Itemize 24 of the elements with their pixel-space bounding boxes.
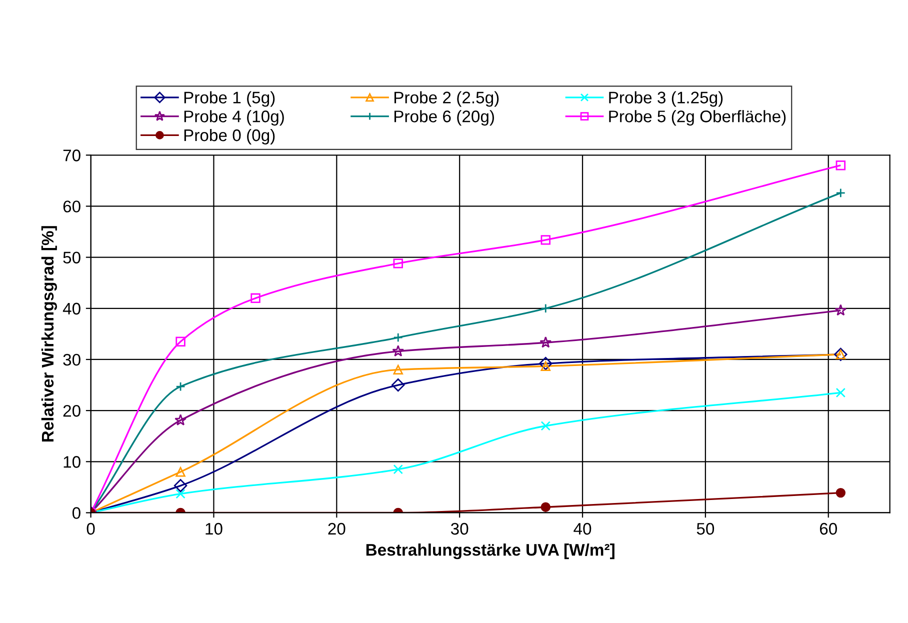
x-tick-label: 30 — [450, 522, 468, 535]
y-axis-title: Relativer Wirkungsgrad [%] — [41, 226, 57, 442]
y-tick-label: 0 — [72, 507, 80, 519]
x-tick-label: 40 — [574, 522, 592, 535]
legend-label: Probe 5 (2g Oberfläche) — [609, 110, 786, 126]
y-tick-label: 70 — [63, 150, 80, 162]
x-tick-label: 50 — [696, 522, 714, 535]
y-tick-label: 20 — [63, 404, 80, 417]
legend-label: Probe 4 (10g) — [184, 110, 284, 126]
x-tick-label: 60 — [820, 522, 837, 535]
y-tick-label: 50 — [63, 252, 80, 264]
x-tick-label: 20 — [328, 522, 346, 535]
y-tick-label: 10 — [64, 456, 80, 468]
y-tick-label: 30 — [63, 354, 80, 366]
legend-label: Probe 1 (5g) — [184, 91, 275, 107]
y-tick-label: 40 — [62, 302, 80, 315]
legend-label: Probe 3 (1.25g) — [609, 91, 723, 107]
x-tick-label: 10 — [206, 522, 222, 535]
legend-label: Probe 2 (2.5g) — [394, 91, 499, 107]
x-tick-label: 0 — [86, 522, 95, 535]
y-tick-label: 60 — [63, 200, 80, 212]
x-axis-title: Bestrahlungsstärke UVA [W/m²] — [366, 544, 614, 560]
legend-label: Probe 0 (0g) — [184, 128, 275, 144]
legend-label: Probe 6 (20g) — [394, 110, 494, 126]
